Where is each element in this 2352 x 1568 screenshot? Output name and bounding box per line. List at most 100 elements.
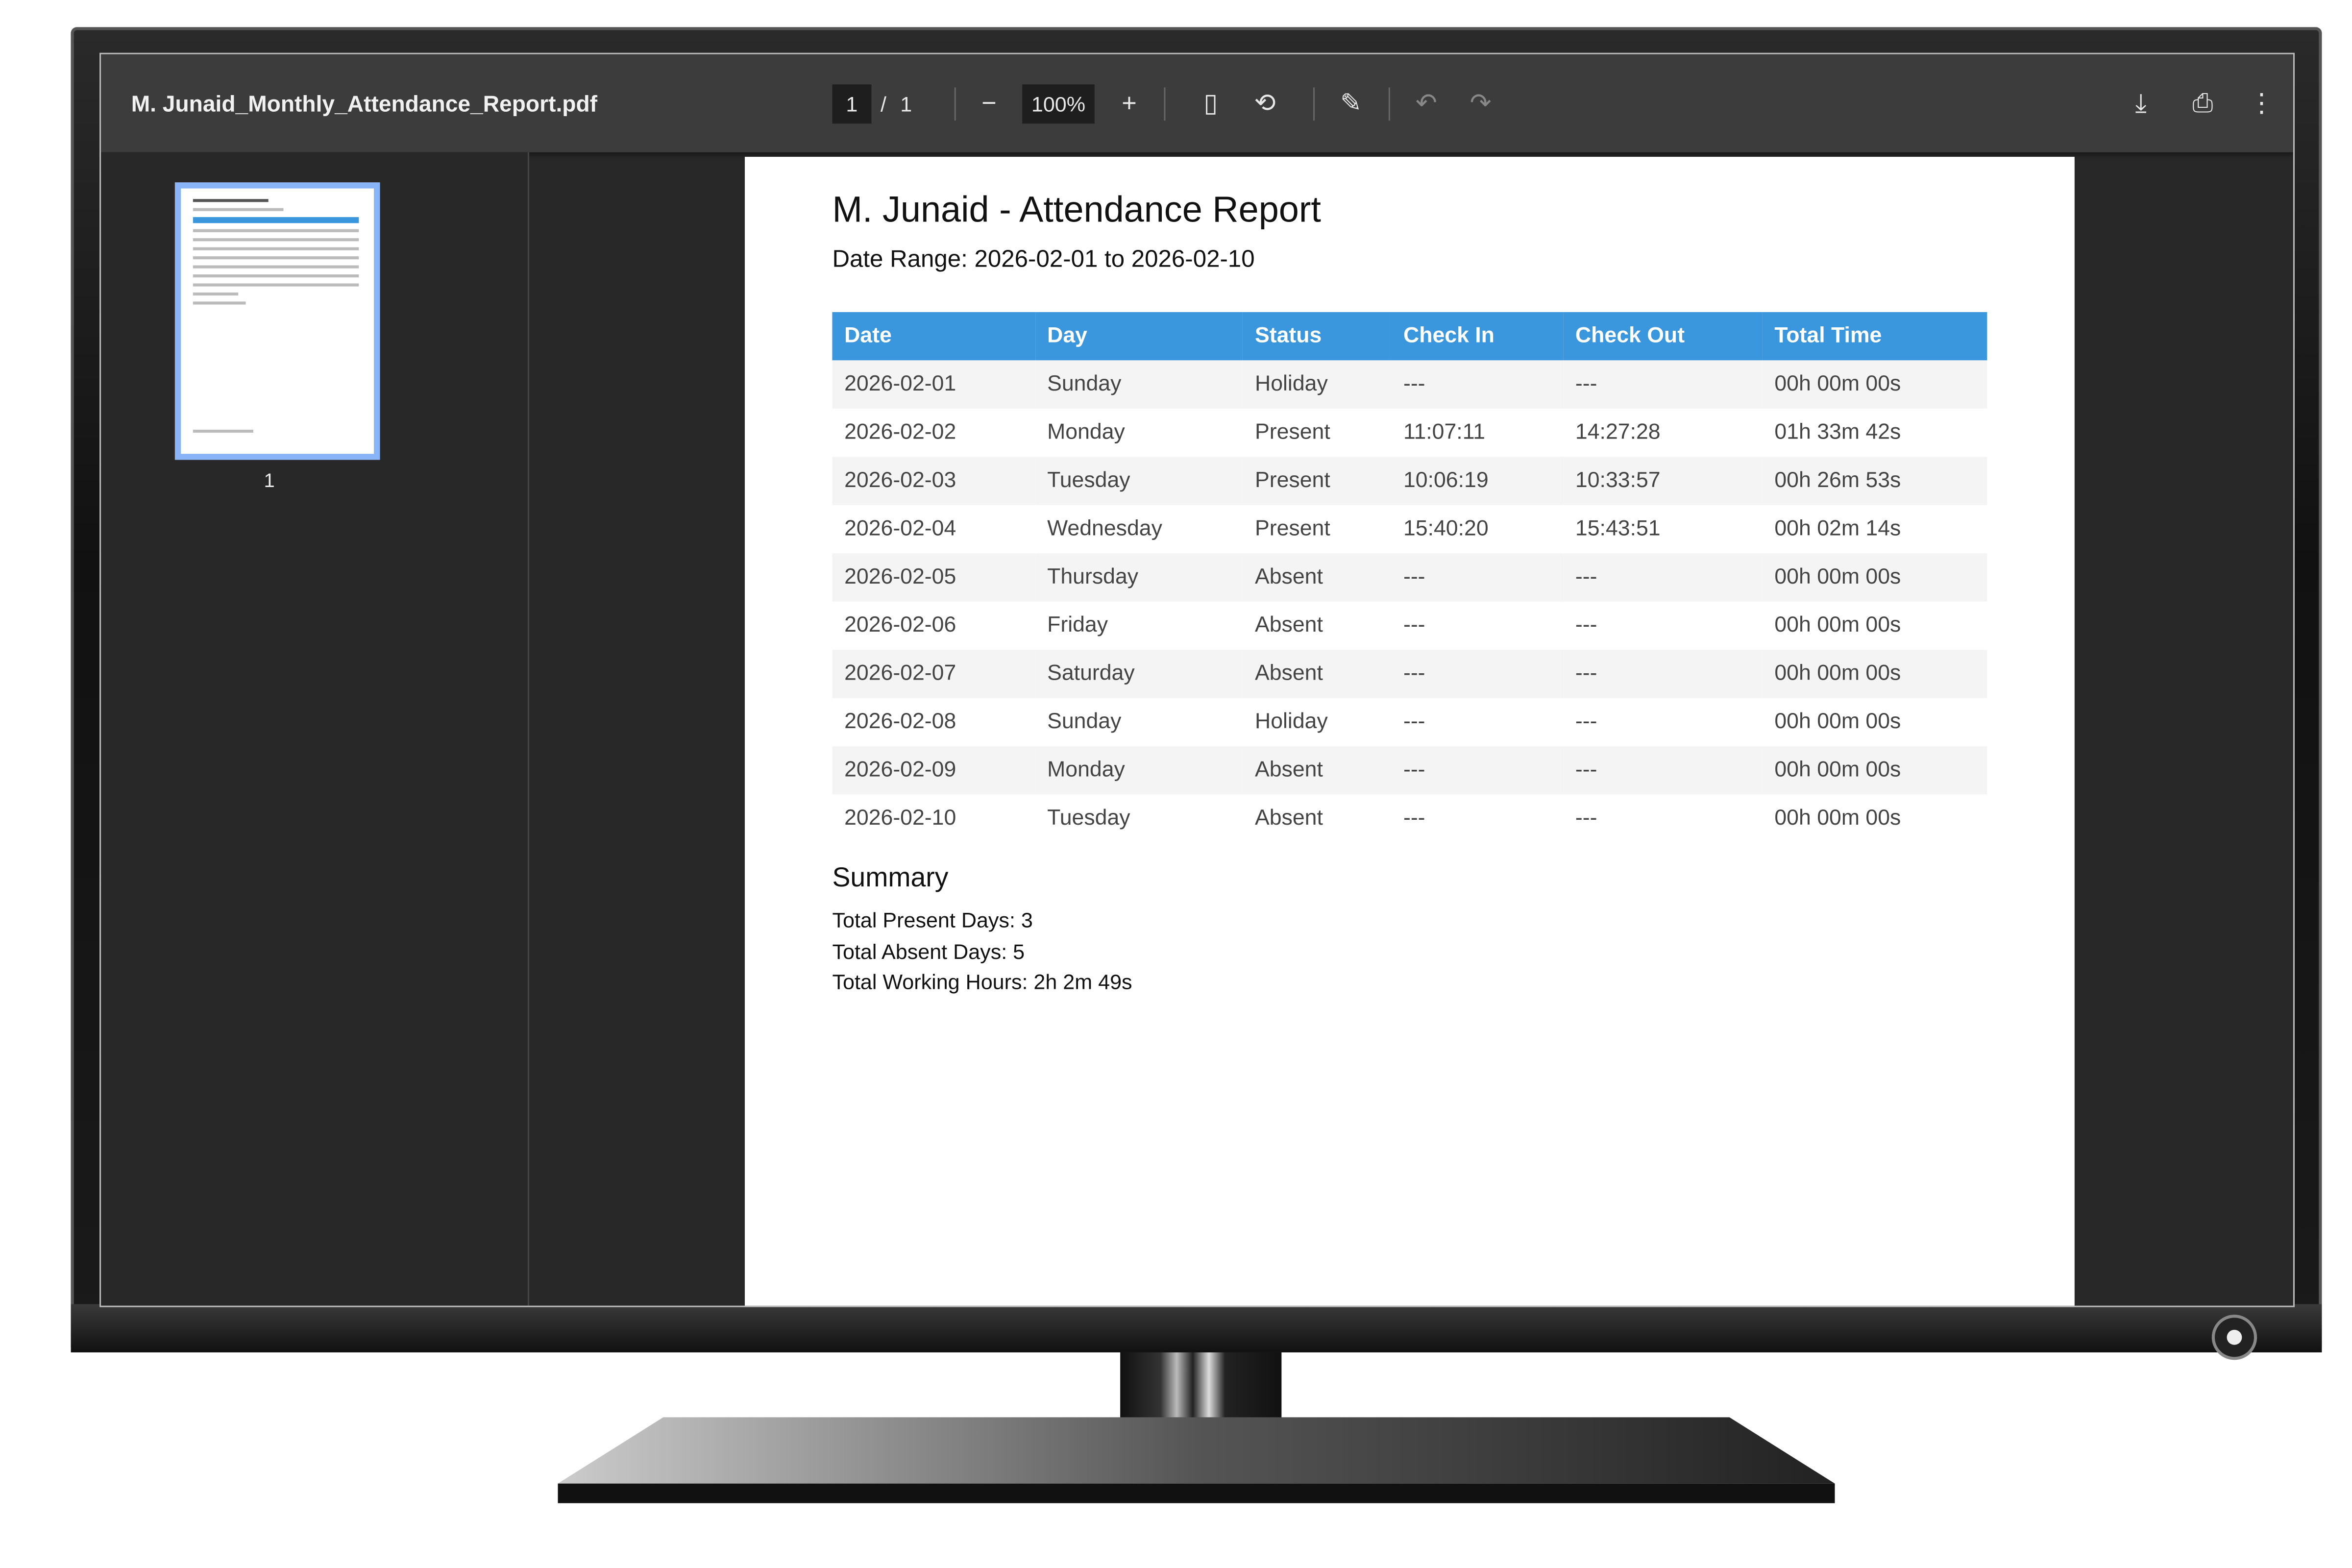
column-header: Day bbox=[1035, 312, 1243, 361]
column-header: Check In bbox=[1391, 312, 1564, 361]
table-cell: 14:27:28 bbox=[1575, 420, 1661, 445]
divider bbox=[1313, 87, 1315, 121]
table-cell: Friday bbox=[1047, 613, 1108, 638]
table-row: 2026-02-07 Saturday Absent --- --- 00h 00m 00… bbox=[832, 650, 1987, 698]
table-cell: 2026-02-02 bbox=[844, 420, 956, 445]
table-cell: 2026-02-08 bbox=[844, 710, 956, 735]
attendance-table: Date Day Status Check In Check Out Total Time… bbox=[832, 312, 1987, 843]
table-cell: --- bbox=[1563, 746, 1763, 795]
more-icon[interactable]: ⋮ bbox=[2249, 89, 2275, 118]
table-cell: 00h 00m 00s bbox=[1774, 807, 1901, 831]
zoom-input[interactable]: 100% bbox=[1022, 84, 1095, 124]
table-cell: Present bbox=[1254, 517, 1330, 541]
pdf-page: M. Junaid - Attendance Report Date Range… bbox=[744, 156, 2075, 1306]
table-cell: Holiday bbox=[1243, 360, 1392, 409]
file-name: M. Junaid_Monthly_Attendance_Report.pdf bbox=[131, 92, 598, 118]
pdf-viewer: M. Junaid_Monthly_Attendance_Report.pdf … bbox=[99, 52, 2295, 1307]
table-cell: 11:07:11 bbox=[1403, 420, 1486, 445]
table-cell: 00h 00m 00s bbox=[1762, 650, 1987, 698]
table-row: 2026-02-02 Monday Present 11:07:11 14:27:28 0… bbox=[832, 409, 1987, 457]
page-number-input[interactable]: 1 bbox=[832, 84, 872, 124]
table-cell: 00h 00m 00s bbox=[1762, 746, 1987, 795]
table-cell: Holiday bbox=[1254, 710, 1328, 735]
table-cell: 00h 00m 00s bbox=[1762, 553, 1987, 602]
table-cell: Saturday bbox=[1035, 650, 1243, 698]
table-cell: Present bbox=[1254, 420, 1330, 445]
table-cell: Present bbox=[1243, 457, 1392, 505]
monitor-chin bbox=[71, 1304, 2322, 1352]
table-row: 2026-02-04 Wednesday Present 15:40:20 15:43:… bbox=[832, 505, 1987, 553]
summary-working-hours: Total Working Hours: 2h 2m 49s bbox=[832, 969, 1132, 994]
table-cell: 2026-02-04 bbox=[844, 517, 956, 541]
table-row: 2026-02-05 Thursday Absent --- --- 00h 00m 00… bbox=[832, 553, 1987, 602]
zoom-in-icon[interactable]: + bbox=[1122, 89, 1137, 118]
column-header: Total Time bbox=[1762, 312, 1987, 361]
table-cell: 01h 33m 42s bbox=[1774, 420, 1901, 445]
power-button-icon[interactable] bbox=[2211, 1315, 2257, 1360]
table-cell: 2026-02-05 bbox=[832, 553, 1035, 602]
annotate-icon[interactable]: ✎ bbox=[1340, 89, 1362, 118]
table-cell: --- bbox=[1575, 807, 1597, 831]
table-cell: --- bbox=[1391, 360, 1564, 409]
table-cell: --- bbox=[1391, 553, 1564, 602]
monitor-base bbox=[558, 1417, 1835, 1503]
table-row: 2026-02-08 Sunday Holiday --- --- 00h 00m 00s bbox=[832, 698, 1987, 746]
table-cell: 2026-02-07 bbox=[832, 650, 1035, 698]
column-header: Check Out bbox=[1563, 312, 1763, 361]
table-cell: --- bbox=[1403, 807, 1425, 831]
table-cell: 00h 02m 14s bbox=[1774, 517, 1901, 541]
total-pages: 1 bbox=[900, 92, 912, 116]
page-thumbnail[interactable] bbox=[174, 182, 380, 460]
table-cell: 2026-02-09 bbox=[832, 746, 1035, 795]
table-cell: --- bbox=[1403, 613, 1425, 638]
fit-page-icon[interactable]: ▯ bbox=[1203, 89, 1218, 118]
table-row: 2026-02-03 Tuesday Present 10:06:19 10:33:57… bbox=[832, 457, 1987, 505]
rotate-icon[interactable]: ⟲ bbox=[1254, 89, 1276, 118]
table-cell: Sunday bbox=[1035, 360, 1243, 409]
divider bbox=[1388, 87, 1390, 121]
summary-absent-days: Total Absent Days: 5 bbox=[832, 939, 1025, 964]
table-cell: 15:40:20 bbox=[1403, 517, 1489, 541]
table-cell: Sunday bbox=[1047, 710, 1122, 735]
table-cell: Absent bbox=[1243, 553, 1392, 602]
table-cell: 00h 00m 00s bbox=[1762, 360, 1987, 409]
table-cell: --- bbox=[1563, 360, 1763, 409]
zoom-out-icon[interactable]: − bbox=[981, 89, 997, 118]
table-cell: 2026-02-10 bbox=[844, 807, 956, 831]
table-cell: Absent bbox=[1243, 650, 1392, 698]
table-cell: 2026-02-01 bbox=[832, 360, 1035, 409]
table-row: 2026-02-06 Friday Absent --- --- 00h 00m 00s bbox=[832, 602, 1987, 650]
table-cell: Tuesday bbox=[1035, 457, 1243, 505]
table-cell: Tuesday bbox=[1047, 807, 1130, 831]
table-cell: Thursday bbox=[1035, 553, 1243, 602]
table-cell: Absent bbox=[1254, 807, 1323, 831]
divider bbox=[954, 87, 956, 121]
date-range: Date Range: 2026-02-01 to 2026-02-10 bbox=[832, 247, 1255, 273]
toolbar: M. Junaid_Monthly_Attendance_Report.pdf … bbox=[101, 54, 2293, 152]
table-row: 2026-02-10 Tuesday Absent --- --- 00h 00m 00s bbox=[832, 795, 1987, 843]
table-cell: 00h 26m 53s bbox=[1762, 457, 1987, 505]
download-icon[interactable]: ⤓ bbox=[2135, 89, 2147, 118]
thumbnail-sidebar: 1 bbox=[101, 152, 529, 1306]
table-cell: Monday bbox=[1047, 420, 1125, 445]
table-cell: 2026-02-03 bbox=[832, 457, 1035, 505]
table-cell: --- bbox=[1575, 613, 1597, 638]
table-cell: --- bbox=[1563, 553, 1763, 602]
summary-heading: Summary bbox=[832, 862, 949, 893]
report-title: M. Junaid - Attendance Report bbox=[832, 190, 1321, 231]
redo-icon[interactable]: ↷ bbox=[1470, 89, 1492, 118]
table-cell: Absent bbox=[1243, 746, 1392, 795]
summary-present-days: Total Present Days: 3 bbox=[832, 907, 1033, 932]
undo-icon[interactable]: ↶ bbox=[1415, 89, 1437, 118]
table-cell: Wednesday bbox=[1047, 517, 1162, 541]
table-cell: Absent bbox=[1254, 613, 1323, 638]
column-header: Status bbox=[1243, 312, 1392, 361]
table-cell: 00h 00m 00s bbox=[1774, 710, 1901, 735]
table-cell: --- bbox=[1563, 650, 1763, 698]
print-icon[interactable]: ⎙ bbox=[2192, 89, 2213, 118]
table-cell: 2026-02-06 bbox=[844, 613, 956, 638]
table-cell: 10:06:19 bbox=[1391, 457, 1564, 505]
page-separator: / bbox=[881, 92, 887, 116]
column-header: Date bbox=[832, 312, 1035, 361]
table-cell: --- bbox=[1403, 710, 1425, 735]
